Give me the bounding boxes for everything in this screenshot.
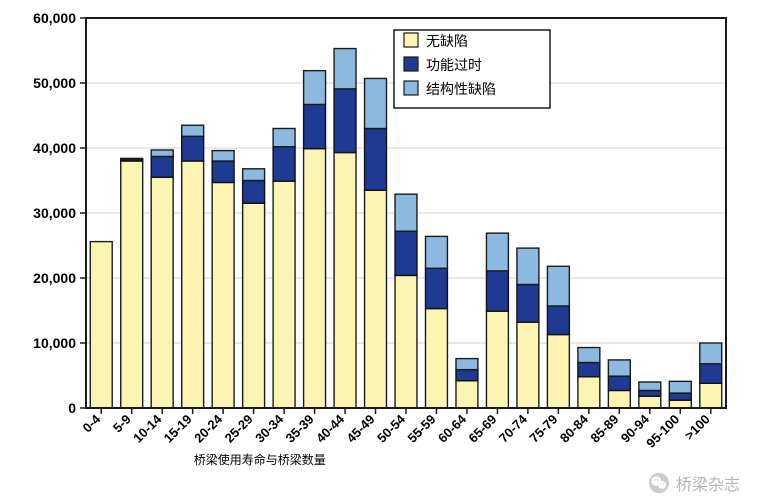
bar-obsolete — [426, 268, 448, 308]
bar-obsolete — [547, 306, 569, 335]
bar-nodefect — [151, 177, 173, 408]
legend-label: 功能过时 — [426, 57, 482, 73]
x-axis-title: 桥梁使用寿命与桥梁数量 — [194, 452, 326, 467]
legend-label: 无缺陷 — [426, 33, 468, 49]
bar-structural — [395, 194, 417, 231]
y-tick-label: 20,000 — [33, 270, 76, 286]
bar-nodefect — [365, 190, 387, 408]
bar-structural — [243, 169, 265, 181]
bar-obsolete — [212, 161, 234, 182]
bar-obsolete — [273, 147, 295, 181]
legend-swatch — [404, 33, 418, 47]
bar-structural — [639, 382, 661, 390]
bar-obsolete — [365, 129, 387, 191]
bar-structural — [182, 125, 204, 136]
bar-obsolete — [639, 390, 661, 396]
bar-obsolete — [456, 370, 478, 381]
bar-structural — [547, 266, 569, 306]
bar-nodefect — [517, 322, 539, 408]
bar-obsolete — [669, 393, 691, 400]
bar-nodefect — [212, 182, 234, 408]
bridge-age-bar-chart: 010,00020,00030,00040,00050,00060,0000-4… — [0, 0, 760, 501]
watermark-text: 桥梁杂志 — [676, 471, 740, 495]
bar-nodefect — [90, 242, 112, 408]
bar-structural — [365, 78, 387, 128]
bar-structural — [334, 49, 356, 89]
source-watermark: 桥梁杂志 — [648, 471, 740, 495]
bar-nodefect — [243, 203, 265, 408]
bar-structural — [486, 233, 508, 271]
bar-obsolete — [304, 104, 326, 148]
legend-swatch — [404, 81, 418, 95]
bar-structural — [456, 359, 478, 370]
bar-nodefect — [639, 396, 661, 408]
y-tick-label: 50,000 — [33, 75, 76, 91]
bar-obsolete — [578, 363, 600, 377]
bar-obsolete — [182, 136, 204, 161]
bar-nodefect — [456, 381, 478, 408]
bar-obsolete — [334, 89, 356, 153]
bar-obsolete — [700, 364, 722, 384]
bar-nodefect — [608, 390, 630, 408]
bar-nodefect — [578, 377, 600, 408]
bar-nodefect — [334, 153, 356, 408]
bar-structural — [517, 248, 539, 284]
bar-nodefect — [182, 161, 204, 408]
bar-obsolete — [395, 231, 417, 275]
y-tick-label: 30,000 — [33, 205, 76, 221]
bar-nodefect — [669, 400, 691, 408]
bar-nodefect — [700, 383, 722, 408]
bar-nodefect — [304, 149, 326, 408]
y-tick-label: 0 — [68, 400, 76, 416]
bar-structural — [669, 381, 691, 393]
bar-nodefect — [426, 309, 448, 408]
bar-structural — [578, 348, 600, 363]
y-tick-label: 40,000 — [33, 140, 76, 156]
y-tick-label: 10,000 — [33, 335, 76, 351]
bar-structural — [426, 236, 448, 268]
bar-obsolete — [486, 271, 508, 311]
bar-structural — [151, 150, 173, 157]
legend-label: 结构性缺陷 — [426, 81, 496, 97]
bar-structural — [304, 71, 326, 105]
bar-structural — [273, 129, 295, 147]
bar-nodefect — [273, 181, 295, 408]
bar-obsolete — [517, 285, 539, 323]
bar-structural — [608, 360, 630, 376]
bar-obsolete — [608, 376, 630, 390]
bar-structural — [121, 158, 143, 159]
bar-nodefect — [121, 161, 143, 408]
legend-swatch — [404, 57, 418, 71]
wechat-icon — [648, 472, 670, 494]
bar-obsolete — [243, 181, 265, 204]
y-tick-label: 60,000 — [33, 10, 76, 26]
bar-structural — [212, 151, 234, 161]
bar-obsolete — [151, 156, 173, 177]
bar-structural — [700, 343, 722, 364]
bar-nodefect — [395, 275, 417, 408]
bar-nodefect — [547, 335, 569, 408]
bar-nodefect — [486, 311, 508, 408]
